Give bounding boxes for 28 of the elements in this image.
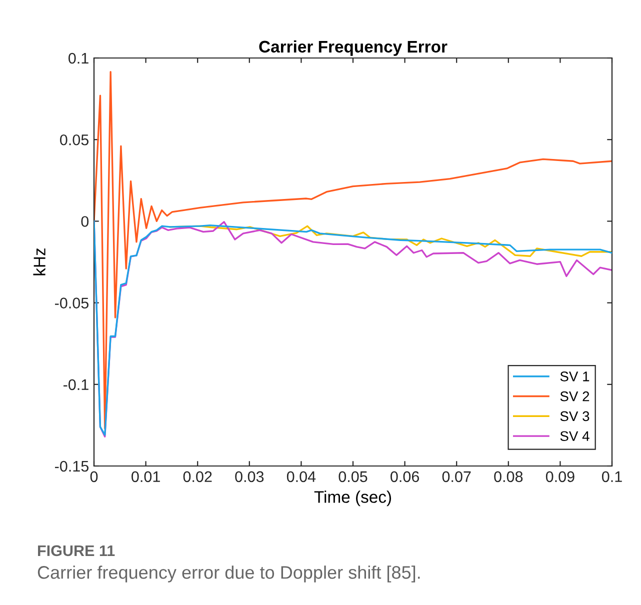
x-tick-label: 0.1 — [602, 471, 622, 482]
x-tick-label: 0.02 — [183, 471, 212, 482]
caption: FIGURE 11 — [38, 545, 115, 556]
x-tick-label: 0.09 — [546, 471, 574, 482]
line-series — [169, 225, 612, 257]
x-tick-label: 0 — [90, 471, 98, 482]
legend-label: SV 2 — [560, 391, 590, 402]
legend-label: SV 3 — [560, 411, 590, 422]
x-tick-label: 0.01 — [132, 471, 160, 482]
y-tick-label: -0.1 — [63, 379, 88, 390]
chart-title: Carrier Frequency Error — [259, 40, 448, 56]
x-tick-label: 0.03 — [235, 471, 264, 482]
x-tick-label: 0.05 — [338, 471, 368, 482]
legend-label: SV 1 — [560, 372, 590, 382]
x-tick-label: 0.06 — [390, 471, 419, 482]
y-tick-label: -0.05 — [55, 298, 88, 308]
x-axis-title: Time (sec) — [314, 490, 392, 506]
text: Carrier frequency error due to Doppler shift [85]. — [38, 566, 420, 582]
x-tick-label: 0.08 — [494, 471, 523, 482]
y-tick-label: -0.15 — [55, 460, 88, 472]
y-tick-label: 0.05 — [60, 134, 88, 146]
x-tick-label: 0.07 — [442, 471, 471, 482]
y-tick-label: 0.1 — [68, 52, 88, 64]
y-axis-title: kHz — [33, 248, 46, 276]
line-series — [94, 71, 612, 430]
legend-label: SV 4 — [560, 431, 590, 442]
x-tick-label: 0.04 — [286, 471, 316, 482]
y-tick-label: 0 — [81, 216, 89, 227]
